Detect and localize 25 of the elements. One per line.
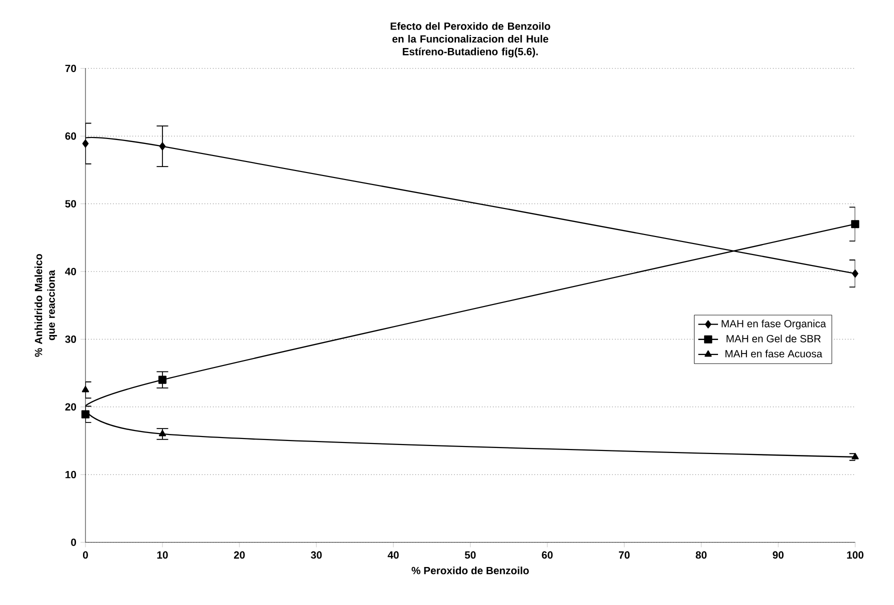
x-tick-label: 0 [82, 551, 88, 559]
x-tick-label: 70 [618, 551, 630, 559]
y-tick-label: 30 [65, 336, 76, 344]
legend-label: MAH en fase Organica [722, 320, 826, 330]
x-tick-label: 30 [310, 551, 322, 559]
y-tick-label: 40 [65, 268, 76, 276]
y-axis-title: % Anhidrido Maleico que reacciona [34, 254, 57, 357]
x-tick-label: 10 [157, 551, 168, 559]
legend-label: MAH en fase Acuosa [726, 350, 822, 358]
x-tick-label: 20 [234, 551, 245, 559]
x-tick-label: 50 [464, 551, 476, 559]
y-tick-label: 20 [65, 403, 76, 411]
legend-label: MAH en Gel de SBR [726, 334, 821, 342]
chart-title: Efecto del Peroxido de Benzoilo en la Funcionalizacion del Hule Estíreno-Butadieno fig(5.6). [390, 22, 550, 58]
x-tick-label: 90 [772, 551, 784, 559]
y-tick-label: 10 [66, 471, 76, 478]
x-tick-label: 80 [696, 551, 707, 559]
y-tick-label: 50 [65, 200, 76, 208]
x-tick-label: 60 [542, 551, 553, 559]
x-axis-title: % Peroxido de Benzoilo [412, 566, 529, 574]
y-tick-label: 70 [65, 64, 76, 72]
y-tick-label: 0 [71, 538, 76, 546]
y-tick-label: 60 [65, 132, 76, 140]
x-tick-label: 100 [847, 551, 864, 559]
x-tick-label: 40 [388, 551, 399, 559]
